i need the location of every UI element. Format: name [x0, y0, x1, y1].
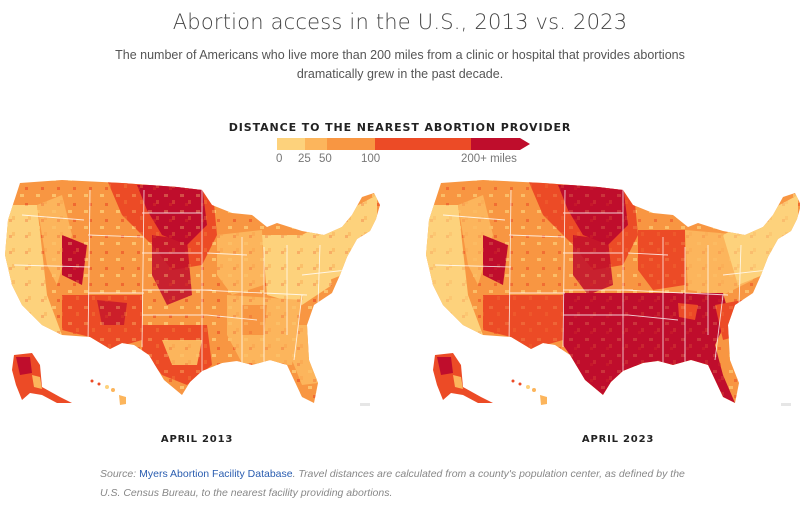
legend-label-200: 200+ miles	[461, 153, 517, 165]
source-suffix: . Travel distances are calculated from a…	[100, 468, 685, 499]
legend-swatch-0	[277, 138, 305, 150]
us-map-2013	[5, 180, 380, 406]
legend-label-50: 50	[319, 153, 332, 165]
source-note: Source: Myers Abortion Facility Database…	[100, 465, 700, 503]
map-caption-2023: APRIL 2023	[581, 434, 655, 445]
hawaii-shape	[511, 379, 547, 405]
legend-label-0: 0	[276, 153, 283, 165]
legend-swatch-200	[471, 138, 530, 150]
legend-label-25: 25	[298, 153, 311, 165]
source-prefix: Source:	[100, 468, 140, 480]
map-caption-2013: APRIL 2013	[160, 434, 234, 445]
legend-swatch-50	[327, 138, 375, 150]
legend-title: DISTANCE TO THE NEAREST ABORTION PROVIDE…	[228, 121, 572, 134]
page-title: Abortion access in the U.S., 2013 vs. 20…	[172, 10, 628, 34]
source-link[interactable]: Myers Abortion Facility Database	[139, 468, 293, 480]
legend-swatch-100	[375, 138, 471, 150]
legend-color-bar	[277, 138, 530, 150]
legend-swatch-25	[305, 138, 327, 150]
hawaii-shape	[90, 379, 126, 405]
page-subtitle: The number of Americans who live more th…	[115, 48, 685, 81]
legend-label-100: 100	[361, 153, 381, 165]
us-map-2023	[426, 180, 800, 406]
